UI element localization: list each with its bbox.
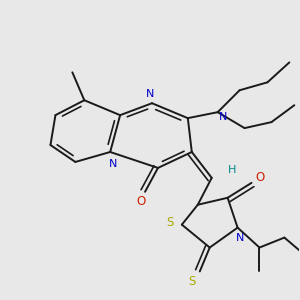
Text: N: N [236,232,244,243]
Text: N: N [218,112,227,122]
Text: N: N [146,89,154,99]
Text: H: H [227,165,236,175]
Text: S: S [188,275,196,288]
Text: O: O [136,195,146,208]
Text: N: N [109,159,117,169]
Text: S: S [166,216,174,229]
Text: O: O [256,171,265,184]
